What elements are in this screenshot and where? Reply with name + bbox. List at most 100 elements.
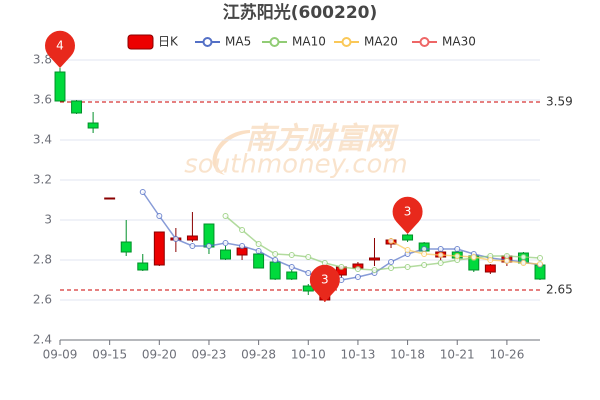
ma-point — [503, 258, 510, 264]
y-tick-label: 2.8 — [33, 253, 52, 267]
mark-line-label: 2.65 — [546, 283, 573, 297]
x-tick-label: 10-21 — [440, 348, 475, 362]
ma-point — [239, 227, 246, 233]
mark-pin — [392, 196, 423, 234]
candle-body — [220, 249, 231, 260]
ma-point — [139, 189, 146, 195]
ma-point — [338, 264, 345, 270]
ma-point — [421, 251, 428, 257]
ma-point — [503, 253, 510, 259]
candle-body — [87, 122, 99, 129]
mark-pin-label: 3 — [321, 273, 329, 287]
legend-swatch — [127, 34, 154, 50]
mark-pin-label: 4 — [56, 39, 64, 53]
ma-point — [354, 274, 361, 280]
ma-point — [172, 236, 179, 242]
legend-label: 日K — [158, 35, 179, 49]
ma-point — [404, 264, 411, 270]
x-tick-label: 09-23 — [192, 348, 227, 362]
legend-label: MA5 — [225, 35, 251, 49]
ma-point — [156, 213, 163, 219]
candle-body — [286, 271, 298, 280]
ma-point — [288, 264, 295, 270]
ma-point — [421, 262, 428, 268]
ma-line — [390, 240, 541, 265]
mark-pin-label: 3 — [404, 205, 412, 219]
ma-point — [255, 248, 262, 254]
x-tick-label: 10-26 — [489, 348, 524, 362]
legend-swatch — [419, 37, 430, 47]
y-tick-label: 3.4 — [33, 133, 52, 147]
x-tick-label: 10-10 — [291, 348, 326, 362]
ma-point — [388, 265, 395, 271]
ma-point — [189, 243, 196, 249]
ma-point — [272, 257, 279, 263]
x-tick-label: 09-20 — [142, 348, 177, 362]
watermark-text: 南方财富网 — [245, 122, 399, 157]
watermark-logo — [212, 130, 250, 175]
ma-point — [222, 213, 229, 219]
candle-body — [104, 197, 116, 200]
watermark: 南方财富网 southmoney.com — [184, 122, 407, 180]
ma-point — [255, 241, 262, 247]
ma-point — [354, 266, 361, 272]
ma-point — [321, 260, 328, 266]
legend-label: MA10 — [292, 35, 326, 49]
chart-title: 江苏阳光(600220) — [223, 2, 378, 23]
ma-point — [305, 254, 312, 260]
ma-point — [222, 240, 229, 246]
ma-point — [404, 247, 411, 253]
ma-point — [520, 254, 527, 260]
ma-point — [520, 260, 527, 266]
y-tick-label: 3.2 — [33, 173, 52, 187]
ma-point — [305, 270, 312, 276]
legend-swatch — [269, 37, 280, 47]
candle-body — [137, 262, 149, 271]
ma-point — [454, 246, 461, 252]
ma-point — [537, 255, 543, 261]
ma-point — [272, 251, 279, 257]
ma-point — [421, 246, 428, 252]
ma-point — [487, 257, 494, 263]
ma-point — [437, 260, 444, 266]
ma-point — [388, 259, 395, 265]
legend-label: MA30 — [442, 35, 476, 49]
legend-label: MA20 — [364, 35, 398, 49]
ma-point — [437, 252, 444, 258]
ma-point — [537, 261, 543, 267]
ma-point — [288, 252, 295, 258]
x-tick-label: 10-18 — [390, 348, 425, 362]
ma-point — [239, 243, 246, 249]
x-tick-label: 09-09 — [43, 348, 78, 362]
candle-body — [402, 234, 414, 241]
legend-swatch — [202, 37, 213, 47]
y-tick-label: 2.4 — [33, 333, 52, 347]
y-tick-label: 3.8 — [33, 53, 52, 67]
candle-body — [120, 241, 132, 253]
x-tick-label: 10-13 — [340, 348, 375, 362]
legend-swatch — [341, 37, 352, 47]
candle-body — [71, 100, 83, 114]
ma-point — [470, 254, 477, 260]
mark-pin — [45, 30, 75, 69]
candle-body — [269, 261, 281, 280]
candle-body — [253, 253, 265, 269]
y-tick-label: 3.6 — [33, 93, 52, 107]
watermark-text: southmoney.com — [184, 150, 407, 180]
mark-line-label: 3.59 — [546, 95, 573, 109]
y-tick-label: 2.6 — [33, 293, 52, 307]
candle-body — [484, 264, 496, 273]
ma-point — [388, 238, 395, 244]
ma-point — [437, 246, 444, 252]
x-tick-label: 09-15 — [92, 348, 127, 362]
candle-body — [369, 257, 380, 261]
ma-point — [454, 253, 461, 259]
candle-body — [54, 71, 66, 102]
ma-point — [205, 243, 212, 249]
x-tick-label: 09-28 — [241, 348, 276, 362]
candle-body — [236, 247, 248, 256]
mark-pin — [309, 264, 340, 302]
candle-body — [186, 235, 198, 241]
candle-body — [153, 231, 165, 266]
